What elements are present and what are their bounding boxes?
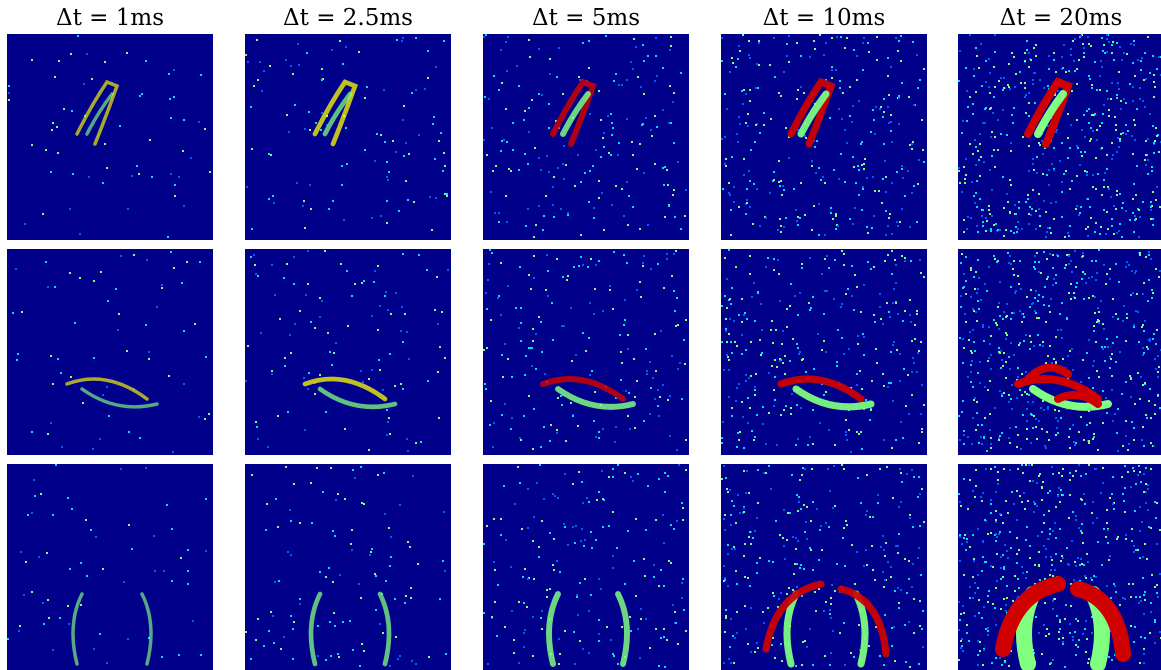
- event-frame-panel: [958, 464, 1161, 670]
- event-frame-panel: [958, 249, 1161, 455]
- event-frame-panel: [721, 34, 927, 240]
- column-title-4: Δt = 10ms: [762, 5, 886, 31]
- event-frame-panel: [483, 464, 689, 670]
- column-title-1: Δt = 1ms: [56, 5, 164, 31]
- event-frame-panel: [7, 34, 213, 240]
- column-title-2: Δt = 2.5ms: [283, 5, 413, 31]
- event-frame-panel: [958, 34, 1161, 240]
- event-frame-panel: [7, 249, 213, 455]
- event-frame-panel: [721, 464, 927, 670]
- column-title-3: Δt = 5ms: [532, 5, 640, 31]
- event-frame-panel: [245, 464, 451, 670]
- event-frame-panel: [7, 464, 213, 670]
- event-frame-panel: [245, 34, 451, 240]
- event-frame-panel: [483, 34, 689, 240]
- event-frame-panel: [245, 249, 451, 455]
- column-title-5: Δt = 20ms: [999, 5, 1123, 31]
- event-frame-panel: [721, 249, 927, 455]
- event-frame-panel: [483, 249, 689, 455]
